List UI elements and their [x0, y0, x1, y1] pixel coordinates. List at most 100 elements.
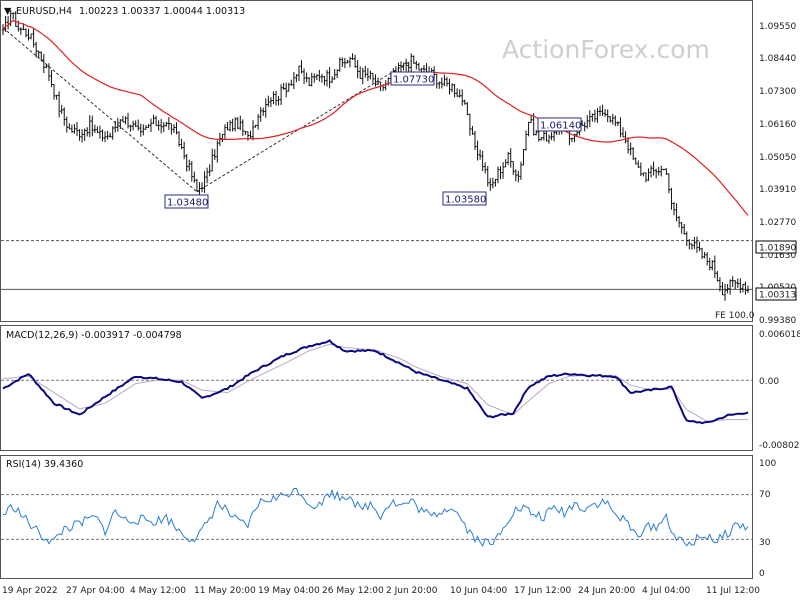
candle [63, 107, 66, 126]
candle [637, 160, 640, 168]
candle [721, 282, 724, 296]
candle [34, 41, 38, 58]
candle [55, 94, 58, 100]
candle [129, 124, 132, 132]
candle [75, 121, 79, 137]
candle [236, 117, 239, 130]
candle [114, 121, 117, 133]
annotation-low2-box [442, 191, 487, 206]
candle [351, 53, 354, 60]
candle [731, 276, 734, 288]
candle [499, 166, 502, 180]
candle [364, 65, 367, 78]
candle [14, 11, 17, 27]
candle [680, 222, 683, 234]
candle [591, 113, 594, 122]
candle [272, 91, 275, 105]
candle [726, 284, 729, 294]
candle [672, 202, 676, 216]
time-tick: 26 May 12:00 [322, 586, 384, 596]
candle [598, 105, 602, 116]
candle [336, 69, 339, 78]
candle [274, 90, 278, 106]
candle [121, 115, 125, 123]
rsi-line [2, 487, 749, 548]
candle [642, 172, 645, 177]
candle [660, 165, 663, 177]
candle [175, 122, 178, 135]
candle [119, 119, 122, 129]
candle [471, 126, 474, 135]
candle [343, 57, 347, 69]
ohlc-readout: 1.00223 1.00337 1.00044 1.00313 [79, 6, 245, 17]
candle [494, 178, 497, 187]
candle [254, 124, 257, 128]
candle [285, 82, 288, 98]
candle [374, 74, 377, 87]
candle [550, 132, 553, 141]
candle [540, 137, 543, 141]
candle [609, 116, 612, 123]
candle [734, 280, 737, 290]
moving-average-line [2, 19, 749, 216]
candle [552, 131, 556, 142]
price-panel-frame [0, 0, 753, 322]
candle [185, 154, 188, 172]
symbol-dropdown-icon[interactable]: ▼ [4, 6, 12, 17]
candle [514, 169, 518, 182]
symbol-label: EURUSD,H4 [16, 6, 72, 17]
candle [489, 178, 492, 191]
candle [262, 107, 265, 116]
time-tick: 24 Jun 20:00 [578, 586, 635, 596]
candle [328, 67, 331, 89]
candle [85, 127, 89, 137]
candle [476, 140, 479, 161]
current-price-label: 1.00313 [759, 291, 796, 301]
candle [193, 171, 196, 183]
time-axis: 19 Apr 2022 27 Apr 04:00 4 May 12:00 11 … [2, 586, 760, 596]
price-plot [1, 9, 752, 301]
trend-line [196, 60, 412, 193]
candle [24, 28, 28, 38]
candle [695, 236, 699, 253]
candle [348, 56, 352, 68]
candle [88, 115, 91, 138]
candle [228, 120, 232, 132]
candle [108, 132, 112, 138]
candle [96, 126, 99, 134]
price-tick: 0.99380 [759, 316, 796, 326]
time-tick: 17 Jun 12:00 [514, 586, 571, 596]
candle [6, 16, 10, 30]
candle [716, 270, 719, 282]
candle [713, 255, 717, 279]
candle [57, 91, 61, 118]
candle [624, 131, 627, 144]
rsi-tick: 70 [759, 490, 771, 500]
candle [205, 167, 209, 184]
candle [37, 50, 40, 58]
candle [307, 76, 311, 87]
price-tick: 1.08440 [759, 54, 796, 64]
candle [295, 74, 298, 83]
candle [486, 166, 489, 187]
candle [310, 72, 313, 87]
candle [639, 162, 643, 177]
candle [203, 171, 206, 193]
candle [654, 168, 658, 179]
macd-title: MACD(12,26,9) -0.003917 -0.004798 [6, 330, 182, 341]
price-tick: 1.07300 [759, 87, 796, 97]
trend-line [2, 27, 198, 193]
candle [93, 124, 97, 133]
candle [172, 124, 176, 133]
candle [708, 257, 711, 271]
candle [629, 142, 632, 156]
candle [131, 120, 135, 131]
candle [542, 130, 546, 141]
candle [652, 161, 655, 176]
annotation-high2-box [537, 117, 582, 132]
candle [208, 164, 211, 177]
price-tick: 1.06160 [759, 120, 796, 130]
candle [603, 109, 607, 117]
macd-signal-line [2, 343, 748, 422]
